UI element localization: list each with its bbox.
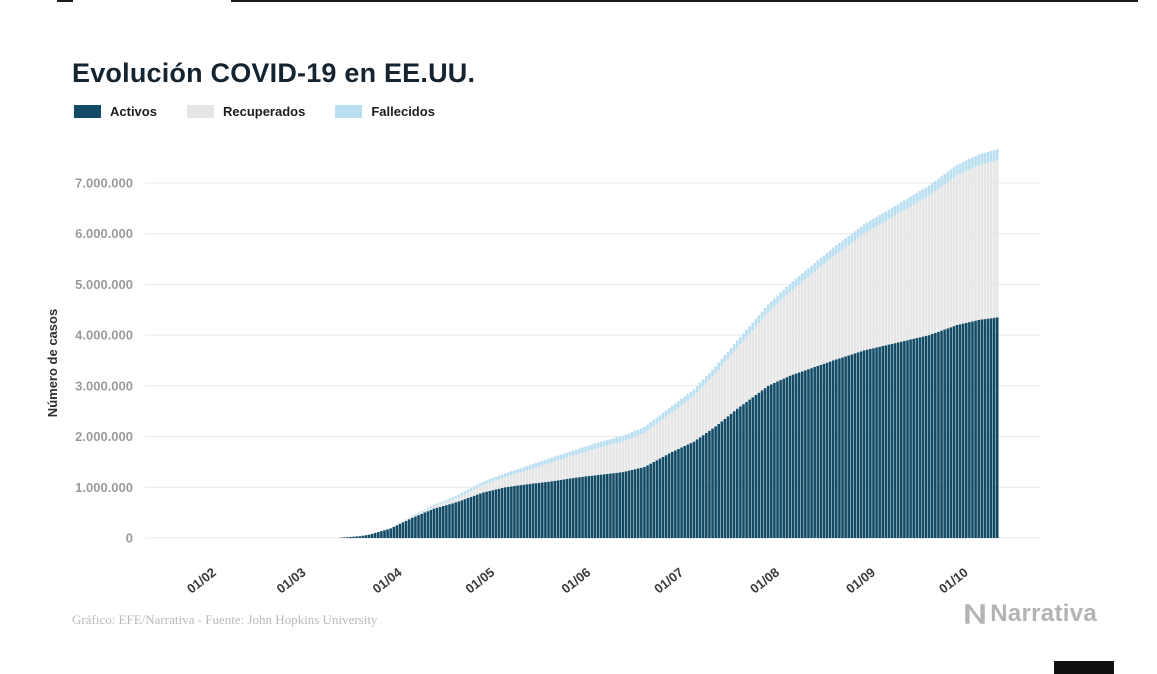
screen-artifact	[231, 0, 1138, 2]
svg-text:2.000.000: 2.000.000	[75, 429, 133, 444]
y-axis-title: Número de casos	[45, 309, 60, 417]
area-activos	[339, 317, 999, 538]
svg-text:01/08: 01/08	[747, 565, 782, 597]
svg-text:01/10: 01/10	[936, 565, 971, 597]
svg-text:01/07: 01/07	[651, 565, 686, 597]
svg-text:01/02: 01/02	[184, 565, 219, 597]
legend-label: Activos	[110, 104, 157, 119]
svg-text:6.000.000: 6.000.000	[75, 226, 133, 241]
area-fallecidos	[395, 149, 999, 525]
svg-text:1.000.000: 1.000.000	[75, 480, 133, 495]
page-title: Evolución COVID-19 en EE.UU.	[72, 58, 476, 89]
narrativa-n-icon	[965, 604, 985, 624]
area-recuperados	[383, 160, 999, 531]
svg-text:01/04: 01/04	[370, 564, 405, 596]
svg-text:3.000.000: 3.000.000	[75, 378, 133, 393]
legend-swatch-fallecidos	[335, 105, 363, 118]
svg-text:01/03: 01/03	[274, 565, 309, 597]
chart-canvas: 0 1.000.000 2.000.000 3.000.000 4.000.000 5.0…	[45, 149, 1040, 596]
chart-legend: Activos Recuperados Fallecidos	[74, 104, 435, 119]
legend-item-activos: Activos	[74, 104, 157, 119]
svg-text:0: 0	[126, 531, 133, 546]
legend-label: Fallecidos	[371, 104, 435, 119]
legend-item-fallecidos: Fallecidos	[335, 104, 435, 119]
screen-artifact	[57, 0, 73, 2]
svg-text:01/09: 01/09	[843, 565, 878, 597]
svg-text:01/05: 01/05	[462, 565, 497, 597]
brand-logo: Narrativa	[962, 600, 1097, 628]
legend-swatch-activos	[74, 105, 101, 118]
svg-text:01/06: 01/06	[558, 565, 593, 597]
svg-text:4.000.000: 4.000.000	[75, 328, 133, 343]
x-axis-labels: 01/02 01/03 01/04 01/05 01/06 01/07 01/08 01/09…	[184, 564, 971, 596]
svg-text:7.000.000: 7.000.000	[75, 176, 133, 191]
source-note: Gráfico: EFE/Narrativa - Fuente: John Ho…	[72, 612, 378, 627]
screen-artifact	[1054, 661, 1114, 674]
legend-label: Recuperados	[222, 104, 306, 119]
svg-text:5.000.000: 5.000.000	[75, 277, 133, 292]
legend-swatch-recuperados	[186, 105, 214, 118]
brand-name: Narrativa	[990, 600, 1097, 627]
gridlines: 0 1.000.000 2.000.000 3.000.000 4.000.000 5.0…	[75, 176, 1040, 546]
legend-item-recuperados: Recuperados	[186, 104, 306, 119]
